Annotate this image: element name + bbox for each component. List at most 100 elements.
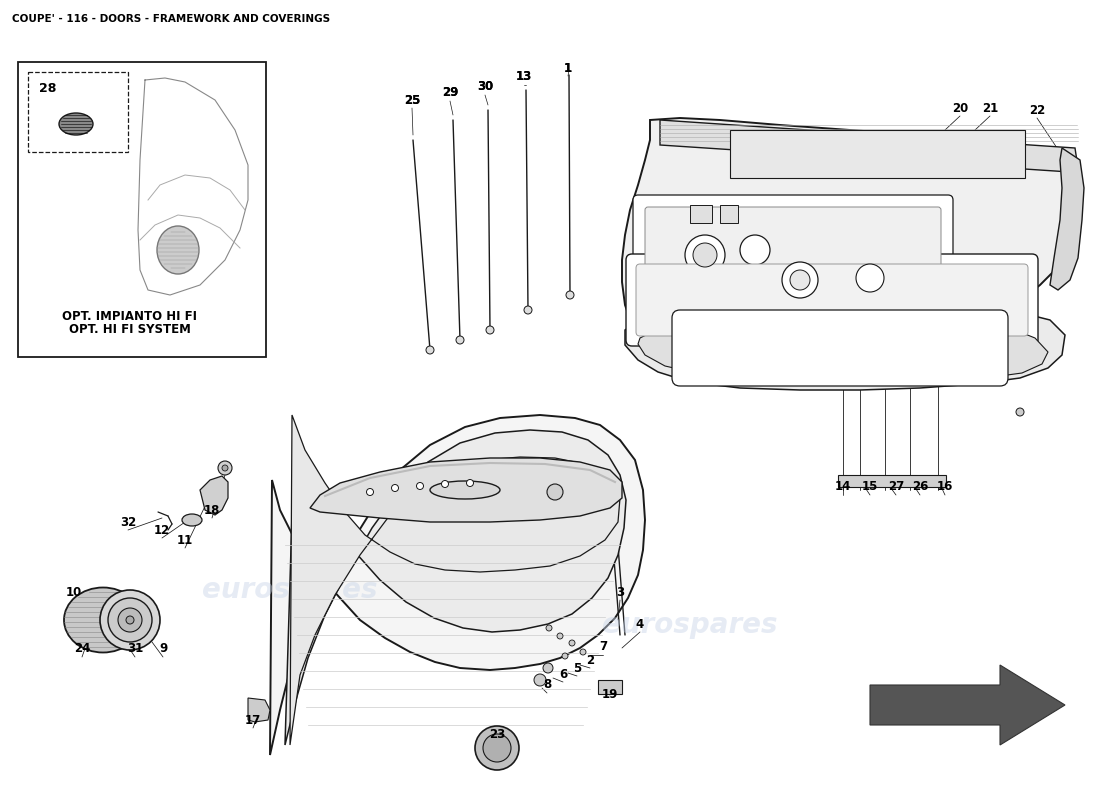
Text: 29: 29	[442, 86, 459, 99]
Circle shape	[557, 633, 563, 639]
Circle shape	[534, 674, 546, 686]
Text: 5: 5	[573, 662, 581, 674]
Polygon shape	[270, 415, 645, 755]
Circle shape	[222, 465, 228, 471]
FancyBboxPatch shape	[18, 62, 266, 357]
Circle shape	[740, 235, 770, 265]
Text: 29: 29	[442, 86, 459, 99]
FancyBboxPatch shape	[632, 195, 953, 323]
Bar	[730, 130, 1025, 178]
Text: 12: 12	[154, 523, 170, 537]
Text: 20: 20	[952, 102, 968, 114]
Circle shape	[466, 479, 473, 486]
Ellipse shape	[59, 113, 94, 135]
Text: COUPE' - 116 - DOORS - FRAMEWORK AND COVERINGS: COUPE' - 116 - DOORS - FRAMEWORK AND COV…	[12, 14, 330, 24]
Text: 9: 9	[158, 642, 167, 655]
FancyBboxPatch shape	[28, 72, 128, 152]
Text: OPT. HI FI SYSTEM: OPT. HI FI SYSTEM	[69, 323, 191, 336]
Circle shape	[118, 608, 142, 632]
Text: OPT. IMPIANTO HI FI: OPT. IMPIANTO HI FI	[63, 310, 198, 323]
Polygon shape	[200, 476, 228, 515]
Bar	[838, 355, 946, 367]
FancyBboxPatch shape	[636, 264, 1028, 336]
Bar	[838, 475, 946, 487]
Circle shape	[486, 326, 494, 334]
Text: 2: 2	[586, 654, 594, 666]
Circle shape	[790, 270, 810, 290]
Circle shape	[126, 616, 134, 624]
Circle shape	[546, 625, 552, 631]
Circle shape	[569, 640, 575, 646]
Circle shape	[218, 461, 232, 475]
Text: 6: 6	[559, 667, 568, 681]
Circle shape	[100, 590, 160, 650]
Text: 32: 32	[120, 515, 136, 529]
Text: 16: 16	[937, 481, 954, 494]
Text: eurospares: eurospares	[603, 611, 778, 639]
Ellipse shape	[157, 226, 199, 274]
Text: 19: 19	[602, 689, 618, 702]
FancyBboxPatch shape	[626, 254, 1038, 346]
Text: 28: 28	[40, 82, 57, 94]
Text: 25: 25	[404, 94, 420, 106]
Polygon shape	[621, 118, 1082, 358]
FancyBboxPatch shape	[645, 207, 940, 311]
Circle shape	[426, 346, 434, 354]
Text: 11: 11	[177, 534, 194, 546]
Polygon shape	[290, 415, 620, 745]
Circle shape	[524, 306, 532, 314]
Circle shape	[108, 598, 152, 642]
Polygon shape	[870, 665, 1065, 745]
Polygon shape	[248, 698, 270, 722]
Circle shape	[543, 663, 553, 673]
Polygon shape	[638, 313, 1048, 382]
Ellipse shape	[430, 481, 500, 499]
Circle shape	[1016, 408, 1024, 416]
Circle shape	[685, 235, 725, 275]
Circle shape	[547, 484, 563, 500]
Circle shape	[392, 485, 398, 491]
Text: 31: 31	[126, 642, 143, 655]
Circle shape	[693, 243, 717, 267]
Circle shape	[441, 481, 449, 487]
Text: 1: 1	[564, 62, 572, 74]
Text: 22: 22	[1028, 103, 1045, 117]
Polygon shape	[310, 458, 622, 522]
Text: eurospares: eurospares	[202, 576, 377, 604]
Circle shape	[562, 653, 568, 659]
Text: 10: 10	[66, 586, 82, 598]
Polygon shape	[625, 302, 1065, 390]
Circle shape	[475, 726, 519, 770]
Text: 8: 8	[543, 678, 551, 691]
Polygon shape	[1050, 148, 1084, 290]
Polygon shape	[285, 430, 626, 745]
Text: 13: 13	[516, 70, 532, 83]
Bar	[720, 205, 738, 223]
Text: 25: 25	[404, 94, 420, 106]
Circle shape	[417, 482, 424, 490]
Circle shape	[366, 489, 374, 495]
Text: 15: 15	[861, 481, 878, 494]
Circle shape	[456, 336, 464, 344]
Text: 30: 30	[477, 81, 493, 94]
Text: 3: 3	[616, 586, 624, 598]
Text: 23: 23	[488, 729, 505, 742]
FancyBboxPatch shape	[672, 310, 1008, 386]
Text: 21: 21	[982, 102, 998, 114]
Text: 26: 26	[912, 481, 928, 494]
Text: 1: 1	[564, 62, 572, 74]
Text: 18: 18	[204, 503, 220, 517]
Text: 14: 14	[835, 481, 851, 494]
Circle shape	[782, 262, 818, 298]
Ellipse shape	[182, 514, 202, 526]
Circle shape	[483, 734, 512, 762]
Ellipse shape	[64, 587, 142, 653]
Text: 27: 27	[888, 481, 904, 494]
Circle shape	[580, 649, 586, 655]
Text: 17: 17	[245, 714, 261, 726]
Circle shape	[856, 264, 884, 292]
Text: 7: 7	[598, 641, 607, 654]
Text: 30: 30	[477, 81, 493, 94]
Text: 13: 13	[516, 70, 532, 83]
Polygon shape	[660, 120, 1078, 172]
